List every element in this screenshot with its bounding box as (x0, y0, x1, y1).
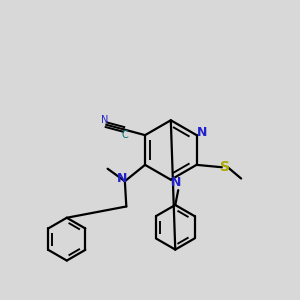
Text: N: N (197, 126, 207, 139)
Text: N: N (101, 115, 109, 125)
Text: N: N (171, 176, 181, 189)
Text: C: C (122, 130, 128, 140)
Text: S: S (220, 160, 230, 174)
Text: N: N (117, 172, 128, 185)
